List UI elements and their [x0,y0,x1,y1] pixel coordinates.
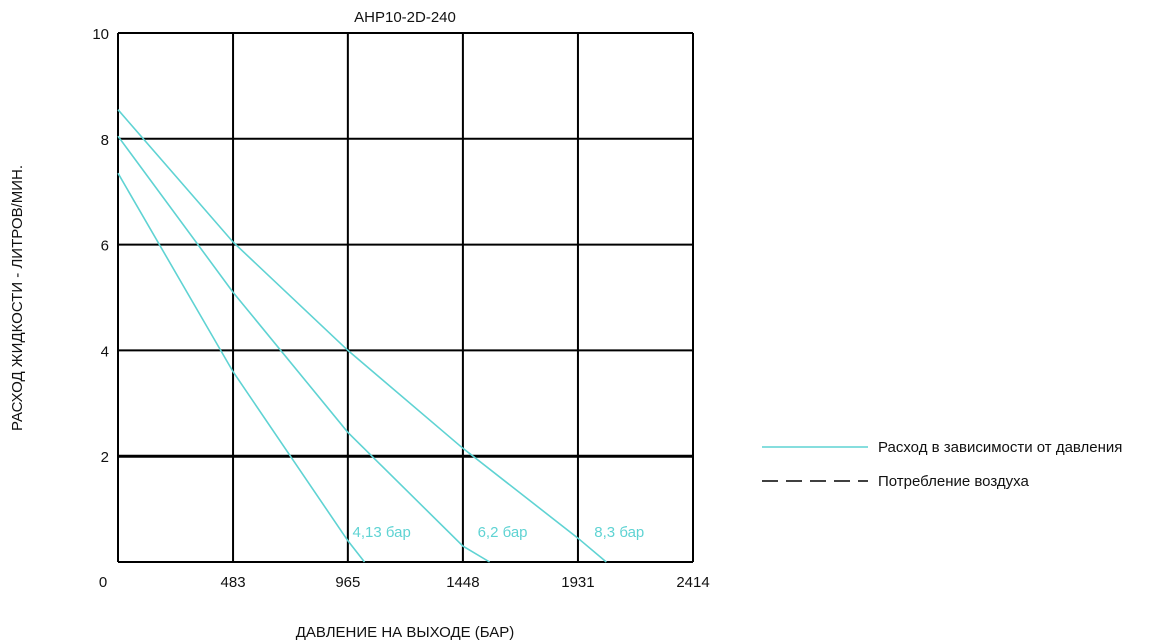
x-tick-label: 2414 [676,574,709,591]
curve-annotation-3: 8,3 бар [594,524,644,541]
legend: Расход в зависимости от давления Потребле… [762,439,1122,490]
x-tick-label: 1448 [446,574,479,591]
flow-curve-3 [117,109,607,563]
grid [117,32,694,563]
legend-label-2: Потребление воздуха [878,473,1029,490]
y-axis-label: РАСХОД ЖИДКОСТИ - ЛИТРОВ/МИН. [9,165,26,431]
curve-annotation-2: 6,2 бар [478,524,528,541]
curve-annotations: 4,13 бар 6,2 бар 8,3 бар [353,524,645,541]
y-tick-label: 2 [101,449,109,466]
ticks: 0 483 965 1448 1931 2414 2 4 6 8 10 [92,26,709,591]
curves [117,109,607,563]
flow-curve-2 [117,135,491,563]
y-tick-label: 4 [101,343,109,360]
x-tick-label: 1931 [561,574,594,591]
flow-curve-1 [117,172,366,563]
x-axis-label: ДАВЛЕНИЕ НА ВЫХОДЕ (БАР) [296,624,515,641]
x-tick-label: 0 [99,574,107,591]
chart-title: AHP10-2D-240 [354,9,456,26]
y-tick-label: 6 [101,238,109,255]
y-tick-label: 10 [92,26,109,43]
x-tick-label: 483 [221,574,246,591]
curve-annotation-1: 4,13 бар [353,524,411,541]
x-tick-label: 965 [335,574,360,591]
y-tick-label: 8 [101,132,109,149]
legend-label-1: Расход в зависимости от давления [878,439,1122,456]
